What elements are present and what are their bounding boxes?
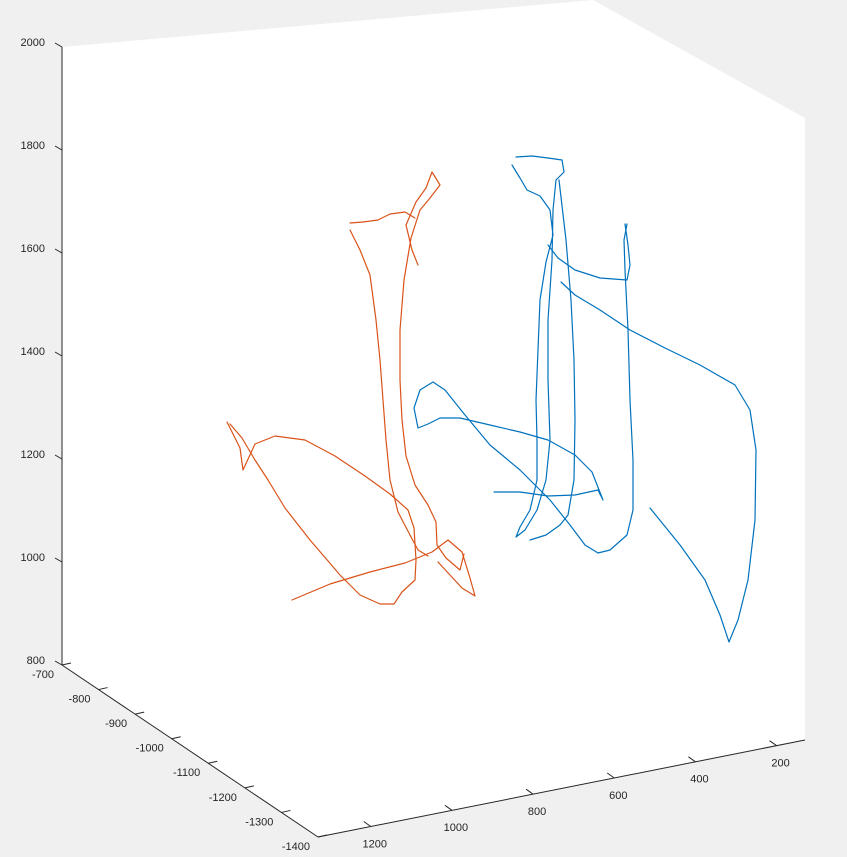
y-tick-label: -800	[69, 693, 91, 705]
plot-box	[62, 0, 805, 837]
z-tick-label: 800	[27, 655, 45, 667]
y-tick-mark	[317, 834, 328, 838]
series-trace	[226, 421, 417, 605]
y-tick-label: -1100	[173, 767, 200, 779]
z-tick-mark	[54, 351, 63, 357]
x-tick-label: 800	[528, 806, 546, 818]
x-tick-mark	[688, 756, 696, 763]
z-tick-mark	[54, 557, 63, 563]
z-tick-mark	[54, 42, 63, 48]
y-tick-label: -700	[32, 669, 54, 681]
x-tick-mark	[363, 821, 372, 827]
y-tick-mark	[171, 736, 181, 740]
x-tick-mark	[606, 772, 615, 779]
y-axis-line	[61, 664, 319, 838]
series-trace	[349, 211, 416, 224]
z-tick-label: 1600	[21, 243, 45, 255]
z-tick-mark	[54, 660, 63, 666]
y-tick-mark	[244, 785, 254, 789]
y-axis-ticks: -700 -800 -900 -1000 -1100 -1200 -1300 -1400	[32, 662, 328, 853]
y-tick-mark	[135, 711, 145, 715]
x-tick-mark	[525, 788, 534, 795]
z-tick-label: 1200	[21, 449, 45, 461]
y-tick-label: -1400	[282, 841, 310, 853]
y-tick-label: -1200	[209, 792, 237, 804]
y-tick-mark	[61, 662, 72, 666]
series-trace	[349, 229, 429, 557]
series-trace	[529, 179, 576, 541]
x-tick-label: 200	[771, 758, 789, 770]
y-tick-label: -1300	[245, 816, 273, 828]
series-trace	[413, 223, 634, 554]
x-axis-line	[317, 739, 806, 838]
x-tick-label: 400	[690, 774, 708, 786]
x-tick-label: 1000	[444, 822, 468, 834]
y-tick-label: -900	[105, 718, 127, 730]
y-tick-label: -1000	[136, 743, 164, 755]
y-tick-mark	[208, 760, 218, 764]
y-tick-mark	[98, 687, 108, 691]
y-tick-mark	[281, 809, 291, 813]
x-tick-label: 1200	[363, 838, 387, 850]
series-2	[413, 155, 757, 643]
x-axis-ticks: 1200 1000 800 600 400 200	[363, 740, 790, 850]
z-tick-mark	[54, 454, 63, 460]
series-1	[226, 171, 476, 605]
z-tick-mark	[54, 145, 63, 151]
z-tick-label: 1000	[21, 552, 45, 564]
z-axis-ticks: 800 1000 1200 1400 1600 1800 2000	[21, 37, 63, 667]
series-layer	[226, 155, 757, 643]
x-tick-label: 600	[609, 790, 627, 802]
series-trace	[547, 223, 631, 281]
series-trace	[291, 539, 476, 601]
z-tick-label: 1800	[21, 140, 45, 152]
z-tick-mark	[54, 248, 63, 254]
series-trace	[560, 281, 757, 643]
series-trace	[511, 155, 565, 538]
series-trace	[399, 171, 465, 571]
z-tick-label: 2000	[21, 37, 45, 49]
z-tick-label: 1400	[21, 346, 45, 358]
x-tick-mark	[769, 740, 777, 747]
x-tick-mark	[444, 804, 453, 811]
